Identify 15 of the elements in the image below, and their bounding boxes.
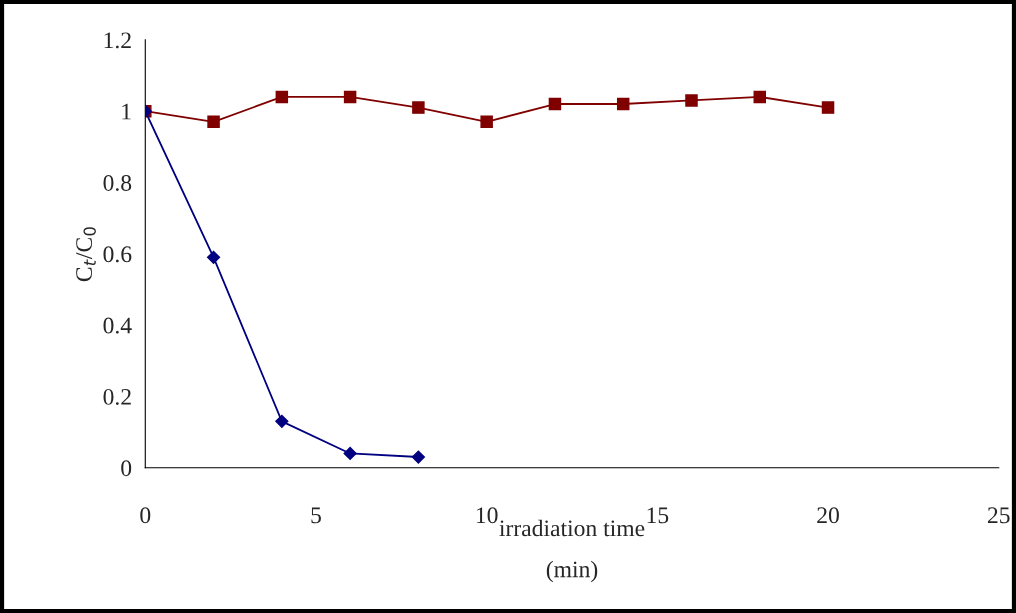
- y-tick-label: 0.4: [103, 317, 132, 334]
- y-tick-label: 0.6: [103, 246, 132, 263]
- x-tick-label: 10: [476, 507, 498, 524]
- x-axis-title: irradiation time (min): [499, 519, 645, 583]
- y-tick-label: 0: [121, 460, 132, 477]
- x-tick-label: 15: [647, 507, 669, 524]
- x-tick-label: 20: [817, 507, 839, 524]
- y-axis-title: C$_{t}$/C$_{0}$: [76, 227, 96, 282]
- y-tick-label: 0.8: [103, 174, 132, 191]
- y-tick-label: 1.2: [104, 32, 131, 49]
- y-tick-label: 1: [122, 103, 131, 120]
- x-tick-label: 25: [987, 507, 1010, 524]
- x-tick-label: 5: [311, 507, 321, 524]
- x-tick-label: 0: [140, 507, 151, 524]
- y-tick-label: 0.2: [103, 388, 131, 405]
